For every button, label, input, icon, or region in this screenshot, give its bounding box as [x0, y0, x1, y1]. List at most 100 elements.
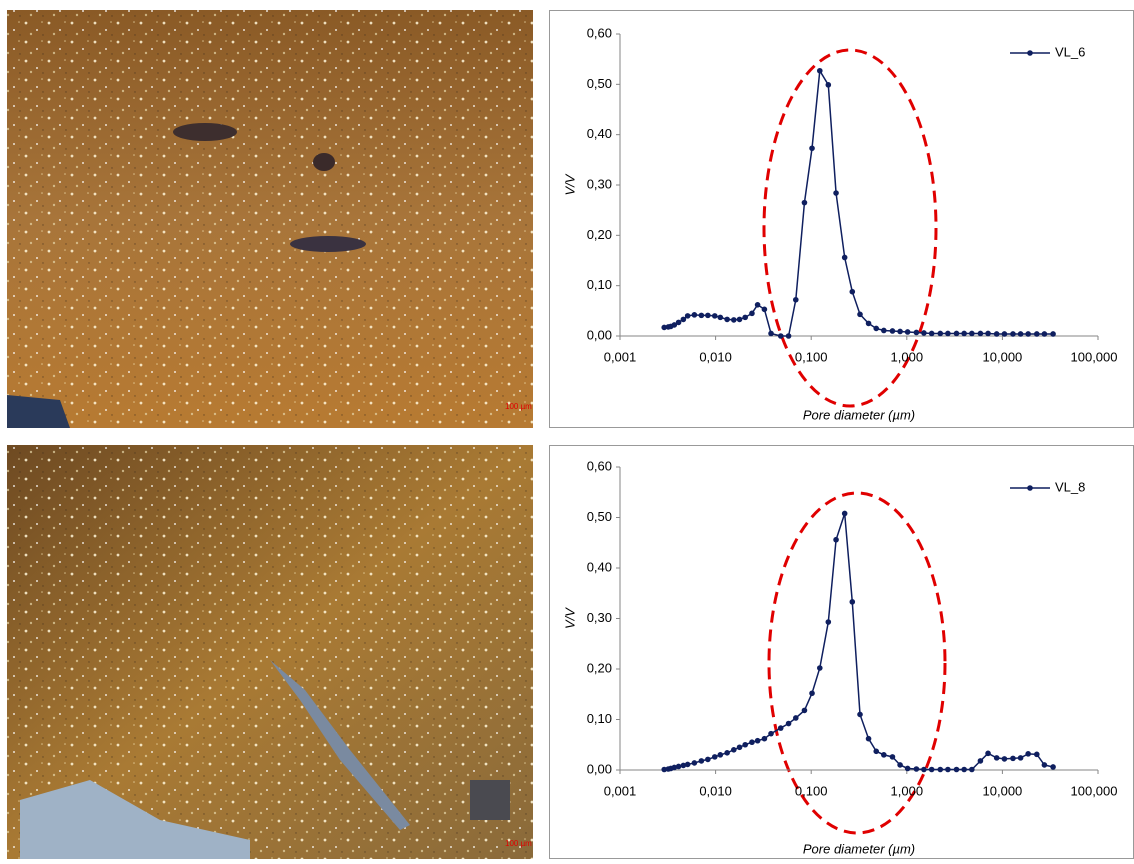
micrograph-top: 100 µm [7, 10, 533, 428]
data-point [675, 763, 682, 770]
data-point [717, 752, 724, 758]
y-tick-label: 0,50 [587, 509, 612, 524]
data-point [865, 735, 872, 742]
chart-frame [549, 10, 1134, 428]
data-point [945, 330, 951, 337]
data-point [698, 312, 705, 319]
data-point [937, 330, 944, 337]
data-point [671, 322, 678, 328]
y-tick-label: 0,40 [587, 559, 612, 574]
data-point [889, 754, 896, 760]
x-tick-label: 1,000 [891, 349, 924, 364]
data-point [904, 329, 911, 335]
data-point [889, 328, 896, 334]
x-tick-label: 0,001 [604, 349, 637, 364]
data-point [785, 720, 792, 727]
data-point [691, 312, 698, 318]
data-point [742, 741, 749, 748]
y-axis-title: V/V [562, 607, 577, 629]
data-point [736, 316, 743, 323]
x-tick-label: 0,100 [795, 349, 828, 364]
data-point [801, 707, 808, 714]
data-point [841, 510, 848, 517]
data-point [833, 190, 839, 196]
data-point [953, 766, 960, 773]
y-tick-label: 0,60 [587, 25, 612, 40]
data-point [961, 330, 967, 337]
data-point [897, 328, 903, 335]
data-point [792, 296, 799, 303]
data-point [1010, 755, 1016, 762]
data-point [825, 619, 832, 625]
data-point [873, 325, 880, 332]
micrograph-bottom: 100 µm [7, 445, 533, 859]
data-point [945, 766, 951, 773]
data-point [754, 301, 761, 308]
data-point [730, 317, 737, 323]
chart-frame [549, 445, 1134, 859]
data-point [937, 766, 944, 773]
pore [290, 236, 366, 252]
data-point [785, 333, 792, 339]
data-point [1034, 751, 1040, 758]
x-tick-label: 100,000 [1071, 349, 1118, 364]
data-point [833, 536, 839, 543]
data-point [961, 766, 967, 773]
data-point [754, 737, 761, 744]
data-point [881, 752, 887, 758]
data-point [921, 766, 927, 773]
data-point [953, 330, 960, 337]
data-point [684, 313, 691, 319]
data-point [849, 288, 856, 295]
data-point [1017, 331, 1024, 337]
y-tick-label: 0,20 [587, 660, 612, 675]
data-point [985, 750, 991, 757]
data-point [711, 313, 718, 319]
data-point [1041, 331, 1048, 337]
pore [313, 153, 335, 171]
data-point [1050, 764, 1056, 770]
grain [470, 780, 510, 820]
x-tick-label: 10,000 [983, 349, 1023, 364]
data-point [873, 748, 880, 755]
data-point [684, 761, 691, 768]
data-point [661, 324, 668, 331]
x-tick-label: 100,000 [1071, 783, 1118, 798]
data-point [691, 760, 698, 766]
y-tick-label: 0,00 [587, 761, 612, 776]
data-point [761, 735, 768, 742]
data-point [928, 330, 935, 337]
data-point [1025, 331, 1031, 337]
y-tick-label: 0,10 [587, 277, 612, 292]
data-point [768, 330, 774, 337]
data-point [736, 744, 743, 751]
edge [7, 395, 70, 428]
micrograph-texture [7, 10, 533, 428]
data-point [705, 756, 711, 763]
data-point [1025, 751, 1031, 757]
y-tick-label: 0,50 [587, 76, 612, 91]
data-point [825, 82, 832, 88]
x-tick-label: 0,010 [699, 783, 732, 798]
data-point [777, 333, 784, 339]
data-point [749, 739, 755, 746]
data-point [761, 306, 768, 313]
data-point [921, 330, 927, 336]
data-point [897, 762, 903, 768]
data-point [977, 758, 984, 764]
data-point [698, 758, 705, 764]
pore [20, 780, 250, 859]
data-point [865, 320, 872, 327]
legend-label: VL_8 [1055, 479, 1085, 494]
pore [270, 660, 410, 830]
y-tick-label: 0,20 [587, 227, 612, 242]
y-tick-label: 0,10 [587, 711, 612, 726]
data-point [661, 766, 668, 773]
highlight-ellipse [762, 48, 938, 408]
x-tick-label: 10,000 [983, 783, 1023, 798]
data-point [1001, 331, 1008, 337]
x-tick-label: 0,100 [795, 783, 828, 798]
data-point [730, 747, 737, 753]
data-point [1017, 755, 1024, 761]
